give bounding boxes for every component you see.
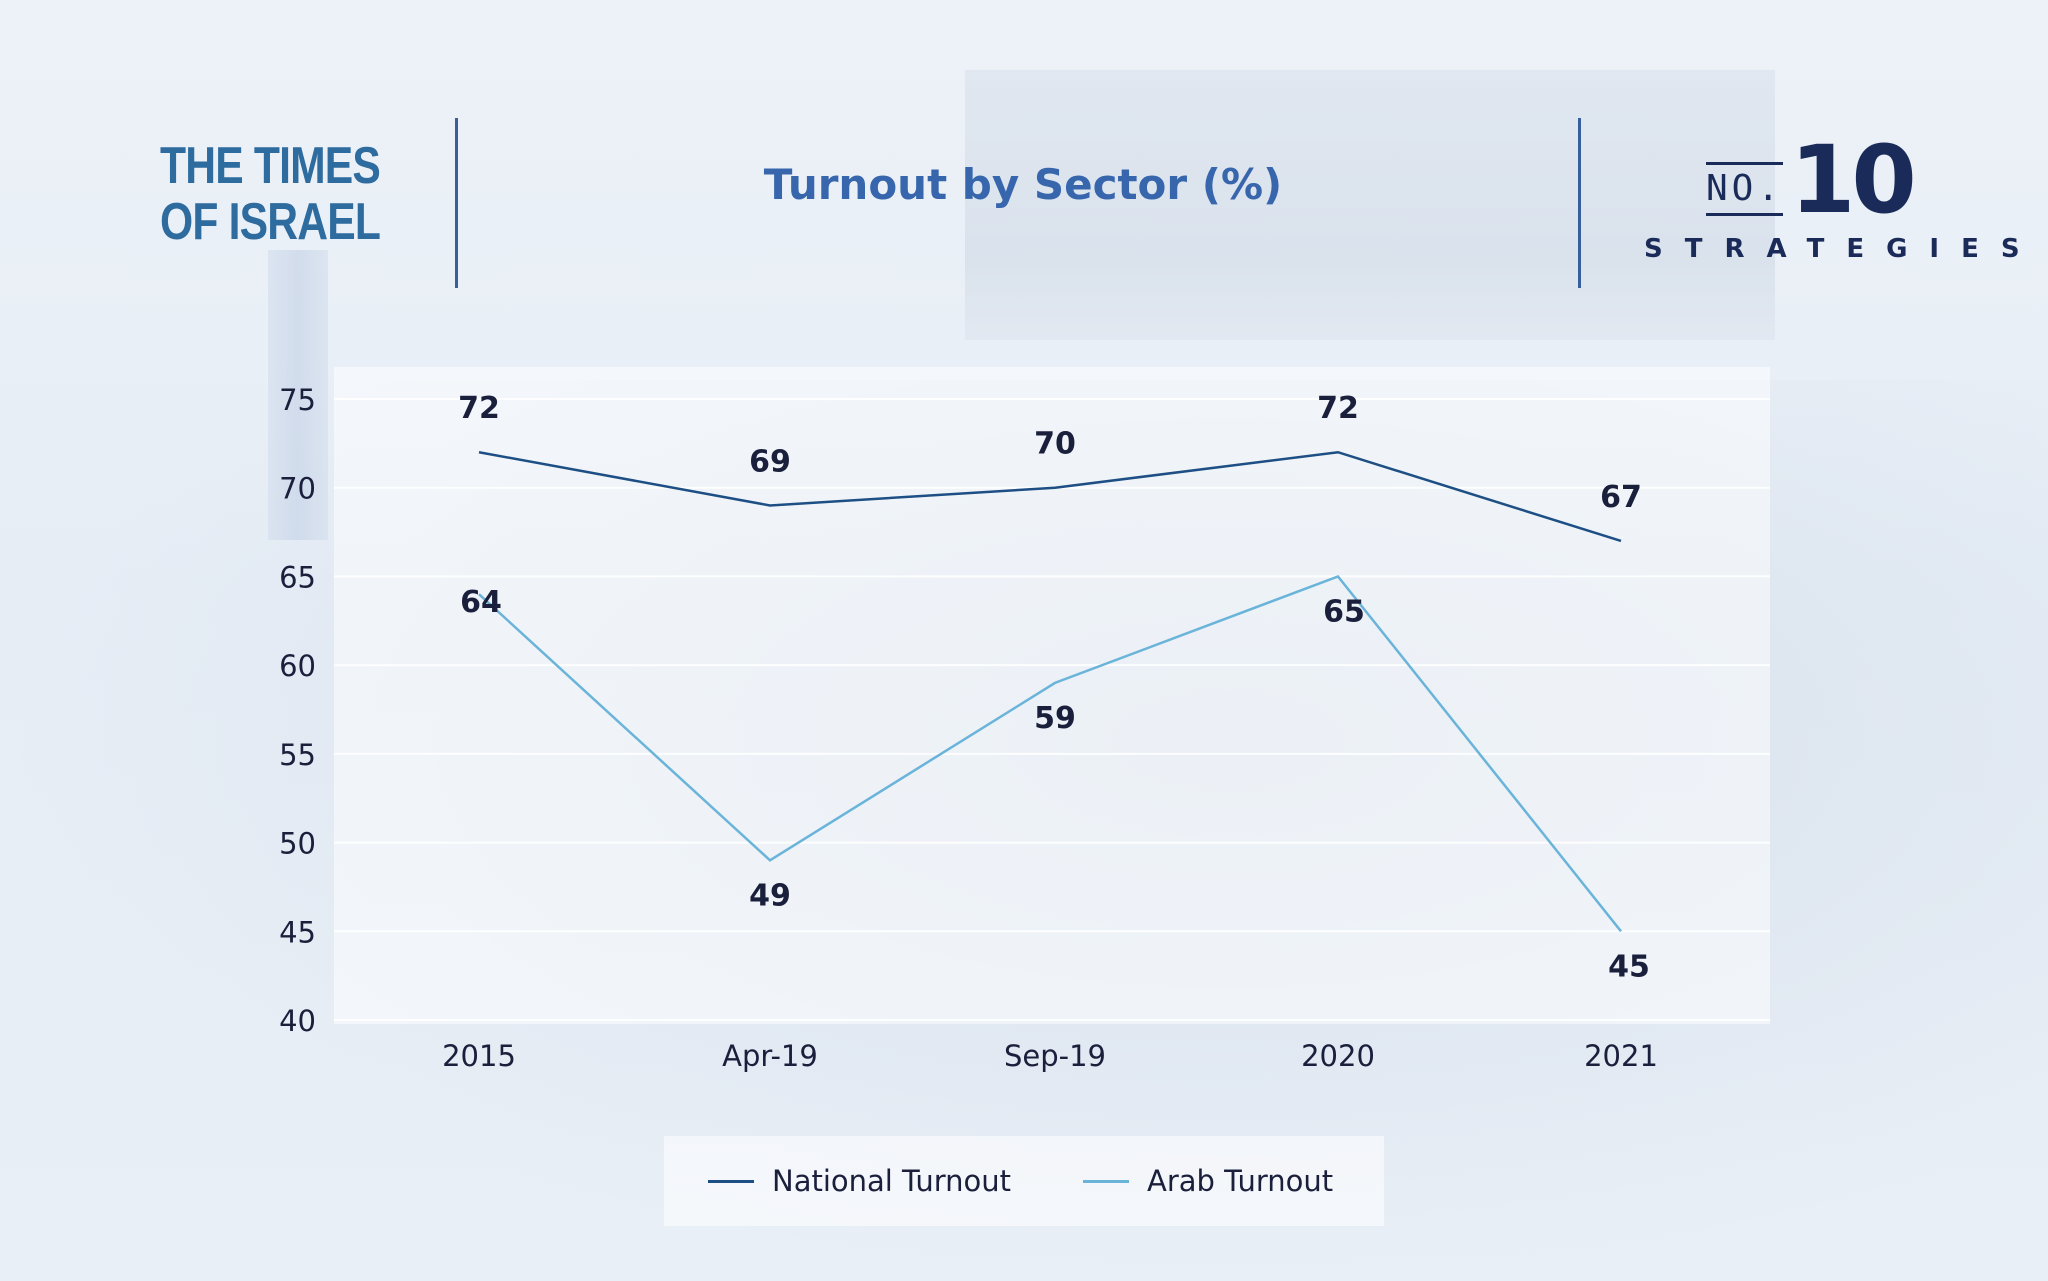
y-tick-label: 55 <box>279 738 316 772</box>
logo-line-2: OF ISRAEL <box>160 193 381 251</box>
data-label: 69 <box>749 444 791 479</box>
data-label: 72 <box>1317 391 1359 426</box>
data-label: 67 <box>1600 480 1642 515</box>
x-tick-label: 2021 <box>1584 1039 1658 1073</box>
y-tick-label: 50 <box>279 827 316 861</box>
x-axis-ticks: 2015 Apr-19 Sep-19 2020 2021 <box>442 1039 1658 1073</box>
y-tick-label: 65 <box>279 560 316 594</box>
data-label: 64 <box>460 585 502 620</box>
y-tick-label: 60 <box>279 649 316 683</box>
series-line <box>478 450 1622 543</box>
header-divider-right <box>1578 118 1581 288</box>
y-tick-label: 70 <box>279 472 316 506</box>
y-axis-ticks: 40 45 50 55 60 65 70 75 <box>279 383 316 1038</box>
data-label: 45 <box>1608 949 1650 984</box>
legend-item-arab: Arab Turnout <box>1083 1136 1333 1226</box>
x-tick-label: Sep-19 <box>1004 1039 1106 1073</box>
chart-title: Turnout by Sector (%) <box>763 160 1283 209</box>
legend-label-national: National Turnout <box>772 1164 1012 1198</box>
data-label: 49 <box>749 878 791 913</box>
y-tick-label: 75 <box>279 383 316 417</box>
plot-area <box>334 367 1770 1024</box>
chart-legend: National Turnout Arab Turnout <box>664 1136 1384 1226</box>
logo-number: 10 <box>1790 126 1917 235</box>
x-tick-label: 2020 <box>1301 1039 1375 1073</box>
legend-swatch-arab <box>1083 1179 1129 1183</box>
header-divider-left <box>455 118 458 288</box>
logo-word: STRATEGIES <box>1644 234 2042 264</box>
no10-strategies-logo: NO. 10 STRATEGIES <box>1640 126 2020 270</box>
legend-swatch-national <box>708 1179 754 1183</box>
logo-no-text: NO. <box>1706 162 1784 216</box>
legend-item-national: National Turnout <box>708 1136 1011 1226</box>
y-tick-label: 40 <box>279 1004 316 1038</box>
legend-label-arab: Arab Turnout <box>1147 1164 1334 1198</box>
data-label: 59 <box>1034 701 1076 736</box>
logo-line-1: THE TIMES <box>160 137 381 195</box>
data-label: 65 <box>1323 594 1365 629</box>
data-labels: 72 69 70 72 67 64 49 59 65 45 <box>458 391 1650 984</box>
y-tick-label: 45 <box>279 915 316 949</box>
x-tick-label: Apr-19 <box>722 1039 818 1073</box>
x-tick-label: 2015 <box>442 1039 516 1073</box>
data-label: 70 <box>1034 427 1076 462</box>
times-of-israel-logo: THE TIMES OF ISRAEL <box>160 137 381 251</box>
series-lines <box>478 450 1622 933</box>
series-line <box>478 574 1622 933</box>
data-label: 72 <box>458 391 500 426</box>
